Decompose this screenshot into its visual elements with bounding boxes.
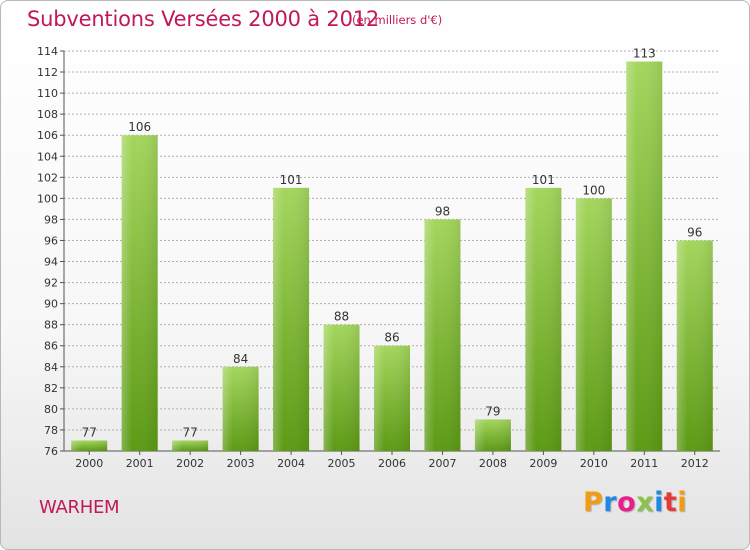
bar-shading (676, 240, 713, 451)
logo-letter: o (617, 487, 637, 518)
proxiti-logo: Proxiti (583, 487, 687, 518)
bar-shading (474, 419, 511, 451)
bar-layer (71, 61, 713, 452)
y-tick-label: 82 (44, 382, 58, 395)
bar-shading (575, 198, 612, 451)
data-label: 86 (384, 331, 399, 345)
y-tick-label: 76 (44, 445, 58, 458)
chart-subtitle: (en milliers d'€) (352, 13, 443, 27)
label-layer: 77 2000 106 2001 77 2002 84 2003 101 2004 88 2005 86… (75, 47, 709, 470)
y-tick-label: 84 (44, 361, 58, 374)
data-label: 101 (280, 173, 303, 187)
x-tick-label: 2002 (176, 457, 204, 470)
y-tick-label: 110 (37, 87, 58, 100)
y-tick-label: 106 (37, 129, 58, 142)
y-tick-label: 86 (44, 340, 58, 353)
x-tick-label: 2010 (580, 457, 608, 470)
bar-shading (71, 440, 108, 451)
data-label: 77 (82, 425, 97, 439)
y-tick-label: 78 (44, 424, 58, 437)
data-label: 77 (183, 425, 198, 439)
data-label: 101 (532, 173, 555, 187)
x-tick-label: 2011 (630, 457, 658, 470)
bar-shading (121, 135, 158, 452)
logo-letter: r (603, 487, 618, 518)
y-tick-label: 80 (44, 403, 58, 416)
data-label: 96 (687, 225, 702, 239)
data-label: 79 (485, 404, 500, 418)
x-tick-label: 2007 (428, 457, 456, 470)
logo-letter: i (677, 487, 688, 518)
data-label: 88 (334, 310, 349, 324)
bar-shading (323, 324, 360, 451)
x-tick-label: 2004 (277, 457, 305, 470)
y-tick-label: 98 (44, 213, 58, 226)
x-tick-label: 2005 (328, 457, 356, 470)
data-label: 106 (128, 120, 151, 134)
bar-shading (424, 219, 461, 451)
logo-letter: x (636, 487, 655, 518)
bar-shading (172, 440, 209, 451)
x-tick-label: 2006 (378, 457, 406, 470)
y-tick-label: 104 (37, 150, 58, 163)
data-label: 98 (435, 204, 450, 218)
y-tick-label: 114 (37, 45, 58, 58)
logo-letter: P (583, 487, 604, 518)
x-tick-label: 2003 (227, 457, 255, 470)
y-tick-label: 90 (44, 298, 58, 311)
bar-shading (273, 187, 310, 451)
y-tick-label: 112 (37, 66, 58, 79)
y-tick-label: 94 (44, 256, 58, 269)
x-tick-label: 2009 (529, 457, 557, 470)
data-label: 100 (582, 183, 605, 197)
logo-letter: i (654, 487, 664, 518)
x-tick-label: 2008 (479, 457, 507, 470)
y-tick-label: 102 (37, 171, 58, 184)
x-tick-label: 2001 (126, 457, 154, 470)
chart-title: Subventions Versées 2000 à 2012 (27, 7, 380, 31)
x-tick-label: 2012 (681, 457, 709, 470)
y-tick-label: 88 (44, 319, 58, 332)
y-tick-label: 108 (37, 108, 58, 121)
bar-shading (525, 187, 562, 451)
data-label: 113 (633, 47, 656, 61)
commune-name: WARHEM (39, 497, 120, 518)
bar-shading (222, 366, 259, 451)
y-tick-label: 92 (44, 277, 58, 290)
bar-shading (374, 345, 410, 451)
y-tick-label: 96 (44, 234, 58, 247)
x-tick-label: 2000 (75, 457, 103, 470)
logo-letter: t (663, 487, 678, 518)
bar-shading (626, 61, 663, 452)
y-tick-label: 100 (37, 192, 58, 205)
data-label: 84 (233, 352, 248, 366)
